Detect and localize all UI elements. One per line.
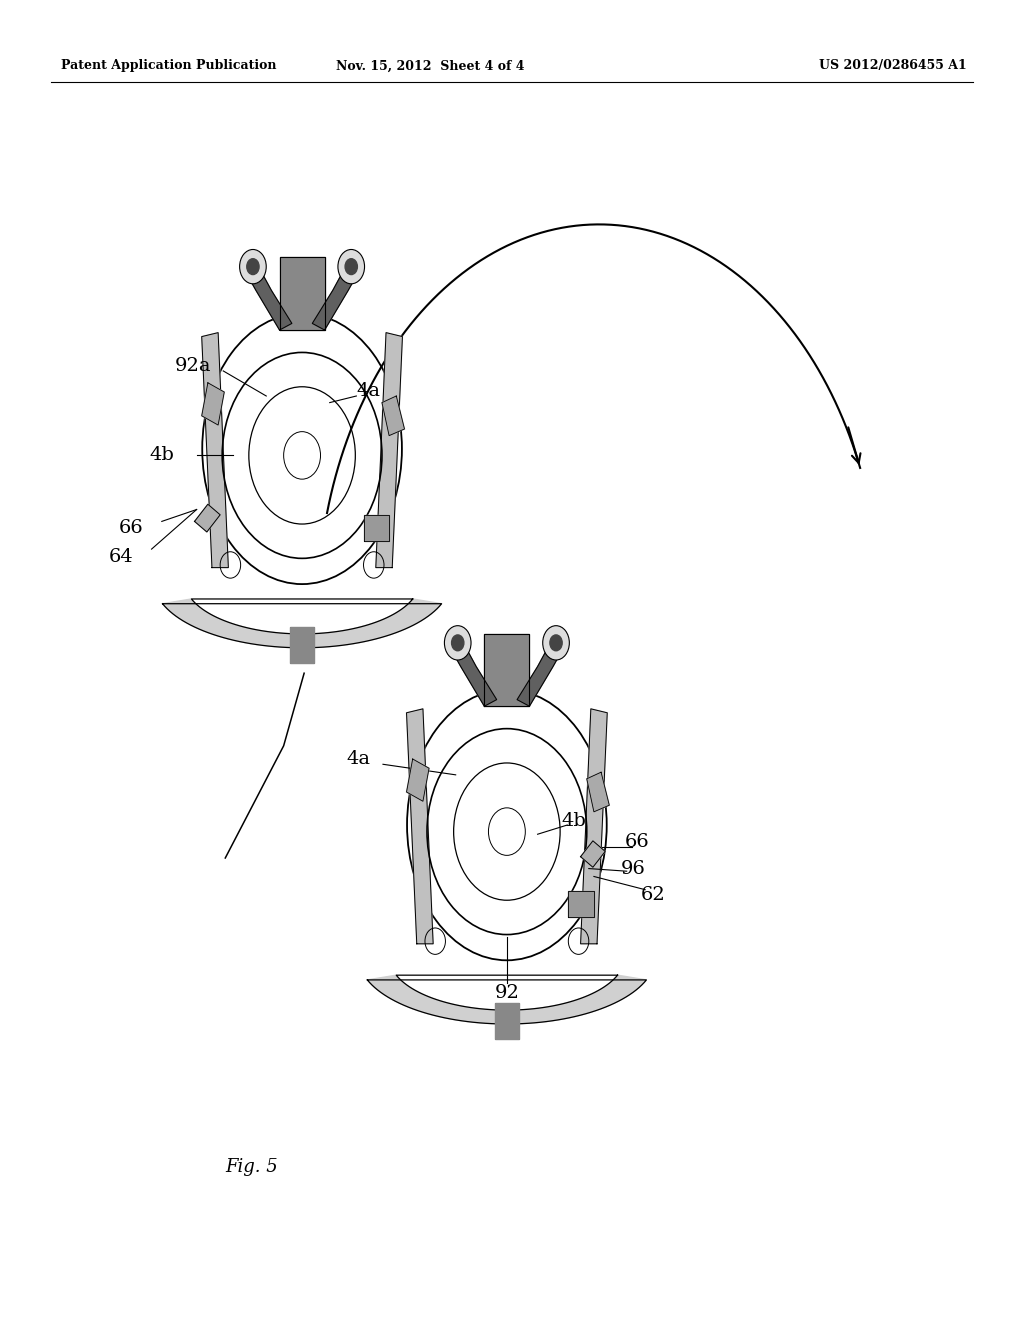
Circle shape [240,249,266,284]
Polygon shape [312,264,361,330]
Text: Patent Application Publication: Patent Application Publication [61,59,276,73]
Polygon shape [568,891,594,917]
Text: 4b: 4b [561,812,586,830]
Text: Fig. 5: Fig. 5 [225,1158,279,1176]
Circle shape [345,259,357,275]
Polygon shape [280,257,325,330]
Polygon shape [195,504,220,532]
Text: 66: 66 [625,833,649,851]
Circle shape [543,626,569,660]
Text: 96: 96 [621,859,645,878]
Text: 92: 92 [495,983,519,1002]
Polygon shape [484,634,529,706]
Polygon shape [581,709,607,944]
Circle shape [338,249,365,284]
Polygon shape [163,599,441,648]
Text: 4b: 4b [150,446,174,465]
Polygon shape [243,264,292,330]
Polygon shape [517,640,566,706]
Text: 92a: 92a [174,356,211,375]
Circle shape [247,259,259,275]
Polygon shape [290,627,314,663]
Polygon shape [447,640,497,706]
Text: 4a: 4a [346,750,371,768]
Polygon shape [407,709,433,944]
Polygon shape [376,333,402,568]
Polygon shape [202,383,224,425]
Circle shape [550,635,562,651]
Text: Nov. 15, 2012  Sheet 4 of 4: Nov. 15, 2012 Sheet 4 of 4 [336,59,524,73]
Text: 64: 64 [109,548,133,566]
Polygon shape [587,772,609,812]
Polygon shape [202,333,228,568]
Circle shape [444,626,471,660]
Text: 4a: 4a [356,381,381,400]
Text: US 2012/0286455 A1: US 2012/0286455 A1 [819,59,967,73]
Polygon shape [495,1003,519,1039]
Polygon shape [368,975,646,1024]
Polygon shape [407,759,429,801]
Circle shape [452,635,464,651]
Polygon shape [581,841,605,867]
Text: 66: 66 [119,519,143,537]
Polygon shape [364,515,389,541]
Polygon shape [382,396,404,436]
Text: 62: 62 [641,886,666,904]
